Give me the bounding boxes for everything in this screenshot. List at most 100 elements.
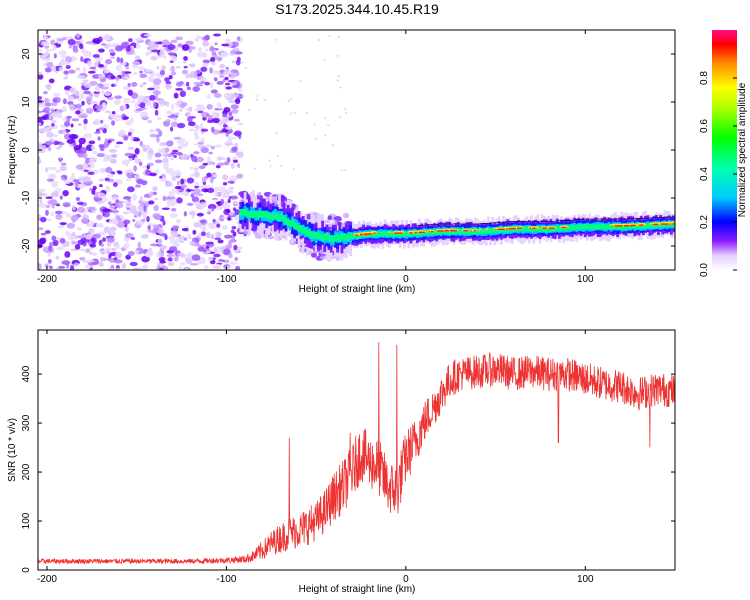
noise-cell: [72, 205, 76, 211]
noise-cell: [154, 159, 163, 164]
noise-cell: [208, 151, 213, 155]
snr-x-tick-label: -200: [37, 574, 57, 585]
noise-cell: [230, 69, 239, 73]
noise-cell: [61, 106, 67, 113]
noise-cell: [97, 231, 107, 236]
noise-cell: [145, 169, 150, 174]
spectrogram-y-tick-label: 0: [21, 147, 32, 153]
noise-cell: [214, 186, 222, 191]
noise-cell: [207, 203, 217, 210]
noise-cell: [227, 180, 235, 184]
trace-hot-cell: [486, 229, 488, 231]
trace-cell: [555, 225, 559, 231]
noise-cell: [104, 177, 110, 182]
noise-cell: [134, 55, 141, 60]
trace-cell: [357, 233, 361, 239]
noise-cell: [276, 155, 280, 158]
trace-cell: [620, 224, 624, 230]
noise-cell: [86, 60, 93, 67]
noise-cell: [144, 251, 153, 258]
noise-cell: [170, 203, 175, 207]
noise-cell: [104, 138, 108, 145]
trace-cell: [523, 226, 527, 232]
noise-cell: [230, 71, 237, 78]
noise-cell: [126, 205, 133, 209]
noise-cell: [149, 128, 155, 133]
trace-hot-cell: [417, 231, 426, 233]
noise-cell: [153, 224, 159, 229]
noise-cell: [83, 50, 93, 57]
trace-hot-cell: [630, 224, 636, 227]
noise-cell: [82, 152, 88, 159]
noise-cell: [324, 134, 327, 137]
noise-cell: [62, 98, 67, 105]
noise-cell: [223, 92, 232, 99]
noise-cell: [193, 222, 202, 228]
trace-halo-cell: [267, 235, 275, 240]
noise-cell: [70, 265, 75, 270]
trace-cell: [536, 226, 540, 232]
noise-cell: [214, 42, 218, 46]
trace-cell: [624, 224, 628, 230]
noise-cell: [110, 75, 116, 80]
noise-cell: [117, 171, 123, 175]
noise-cell: [143, 33, 153, 37]
noise-cell: [114, 118, 122, 122]
noise-cell: [96, 214, 103, 221]
spectrogram-x-label: Height of straight line (km): [299, 284, 416, 295]
noise-cell: [82, 82, 90, 86]
noise-cell: [289, 112, 293, 115]
noise-cell: [50, 108, 55, 113]
noise-cell: [145, 52, 150, 56]
trace-cell: [579, 224, 583, 230]
trace-hot-cell: [363, 233, 373, 235]
noise-cell: [190, 192, 195, 198]
noise-cell: [224, 265, 232, 269]
noise-cell: [178, 266, 183, 270]
noise-cell: [38, 156, 41, 164]
trace-cell: [435, 229, 439, 235]
noise-cell: [112, 182, 118, 188]
noise-cell: [196, 212, 204, 217]
noise-cell: [194, 185, 200, 189]
noise-cell: [173, 256, 179, 262]
noise-cell: [158, 256, 166, 262]
noise-cell: [109, 148, 118, 154]
trace-cell: [291, 219, 294, 226]
noise-cell: [228, 186, 234, 190]
noise-cell: [75, 179, 79, 187]
noise-cell: [204, 189, 208, 193]
trace-cell: [452, 229, 456, 235]
noise-cell: [138, 66, 146, 71]
noise-cell: [184, 193, 190, 197]
noise-cell: [241, 61, 244, 64]
noise-cell: [204, 81, 210, 86]
noise-cell: [159, 176, 163, 179]
noise-cell: [153, 204, 159, 212]
noise-cell: [165, 110, 174, 115]
noise-cell: [45, 196, 53, 200]
noise-cell: [222, 190, 230, 197]
noise-cell: [50, 212, 55, 216]
noise-cell: [175, 88, 183, 91]
noise-cell: [146, 165, 150, 170]
trace-cell: [644, 222, 647, 228]
noise-cell: [190, 63, 196, 68]
noise-cell: [194, 167, 199, 172]
trace-hot-cell: [495, 228, 497, 231]
noise-cell: [158, 267, 164, 270]
noise-cell: [93, 120, 101, 126]
trace-cell: [295, 223, 299, 230]
noise-cell: [58, 50, 67, 56]
noise-cell: [161, 39, 170, 47]
colorbar-tick-label: 0.2: [699, 215, 710, 229]
noise-cell: [102, 34, 111, 41]
noise-cell: [228, 135, 232, 141]
trace-hot-cell: [548, 227, 556, 229]
noise-cell: [65, 231, 71, 236]
trace-cell: [385, 231, 389, 237]
trace-cell: [241, 208, 245, 216]
noise-cell: [171, 103, 175, 111]
noise-cell: [217, 157, 226, 160]
